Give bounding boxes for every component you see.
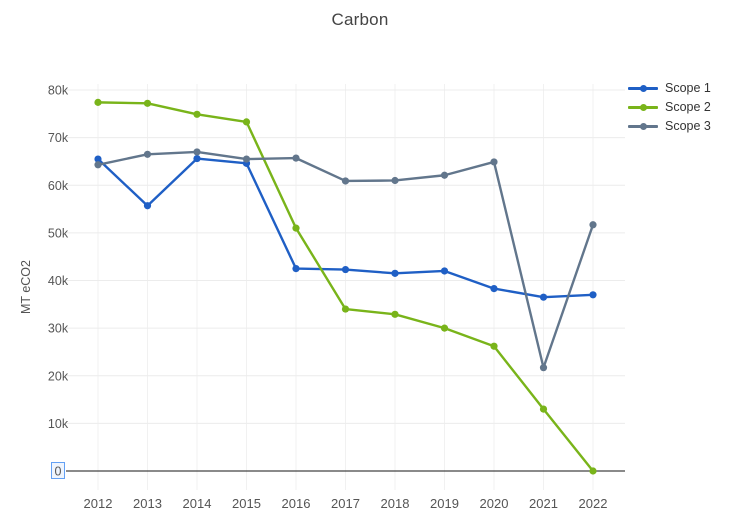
y-tick-label: 0: [55, 465, 62, 479]
data-point-scope-1[interactable]: [391, 269, 399, 277]
legend-item-scope-3[interactable]: Scope 3: [628, 119, 711, 133]
data-point-scope-2[interactable]: [242, 118, 251, 126]
x-tick-label: 2014: [183, 496, 212, 511]
y-tick-label: 80k: [48, 84, 69, 98]
legend-line-marker-icon: [628, 119, 658, 133]
y-tick-label: 30k: [48, 322, 69, 336]
y-tick-label: 50k: [48, 226, 69, 240]
data-point-scope-2[interactable]: [292, 224, 300, 232]
data-point-scope-1[interactable]: [193, 154, 201, 163]
legend-label: Scope 3: [665, 119, 711, 133]
data-point-scope-3[interactable]: [490, 158, 498, 166]
data-point-scope-3[interactable]: [440, 171, 449, 179]
data-point-scope-3[interactable]: [143, 150, 152, 158]
data-point-scope-3[interactable]: [242, 155, 251, 163]
x-tick-label: 2020: [480, 496, 509, 511]
y-tick-label: 20k: [48, 369, 69, 383]
legend-dot: [640, 123, 647, 130]
legend-line-marker-icon: [628, 100, 658, 114]
x-tick-label: 2021: [529, 496, 558, 511]
legend-item-scope-2[interactable]: Scope 2: [628, 100, 711, 114]
legend-label: Scope 1: [665, 81, 711, 95]
y-tick-label: 40k: [48, 274, 69, 288]
x-tick-label: 2019: [430, 496, 459, 511]
data-point-scope-1[interactable]: [94, 155, 102, 163]
data-point-scope-2[interactable]: [490, 342, 498, 350]
legend-label: Scope 2: [665, 100, 711, 114]
data-point-scope-1[interactable]: [539, 293, 548, 301]
data-point-scope-3[interactable]: [539, 364, 548, 372]
data-point-scope-2[interactable]: [391, 310, 399, 318]
data-point-scope-3[interactable]: [292, 154, 300, 162]
data-point-scope-1[interactable]: [440, 267, 449, 275]
data-point-scope-2[interactable]: [193, 110, 201, 118]
data-point-scope-1[interactable]: [341, 265, 350, 274]
x-tick-label: 2018: [381, 496, 410, 511]
x-tick-label: 2012: [84, 496, 113, 511]
data-point-scope-2[interactable]: [143, 99, 152, 107]
ytick-highlight-box: [51, 462, 65, 479]
y-tick-label: 70k: [48, 131, 69, 145]
legend: Scope 1 Scope 2 Scope 3: [628, 81, 711, 133]
data-point-scope-1[interactable]: [589, 291, 597, 299]
data-point-scope-3[interactable]: [94, 161, 102, 169]
y-tick-label: 10k: [48, 417, 69, 431]
data-point-scope-2[interactable]: [539, 405, 548, 413]
legend-dot: [640, 85, 647, 92]
x-tick-label: 2015: [232, 496, 261, 511]
x-tick-label: 2022: [579, 496, 608, 511]
data-point-scope-1[interactable]: [292, 264, 300, 273]
data-point-scope-3[interactable]: [589, 221, 597, 229]
data-point-scope-1[interactable]: [143, 202, 152, 210]
data-point-scope-2[interactable]: [440, 324, 449, 332]
chart-title: Carbon: [331, 10, 389, 29]
data-point-scope-1[interactable]: [490, 284, 498, 293]
data-point-scope-2[interactable]: [94, 98, 102, 106]
y-tick-label: 60k: [48, 179, 69, 193]
legend-line-marker-icon: [628, 81, 658, 95]
data-point-scope-3[interactable]: [193, 148, 201, 156]
x-tick-label: 2016: [282, 496, 311, 511]
data-point-scope-2[interactable]: [589, 467, 597, 475]
x-tick-label: 2013: [133, 496, 162, 511]
data-point-scope-3[interactable]: [391, 176, 399, 185]
data-point-scope-3[interactable]: [341, 177, 350, 185]
x-tick-label: 2017: [331, 496, 360, 511]
data-point-scope-2[interactable]: [341, 305, 350, 313]
legend-item-scope-1[interactable]: Scope 1: [628, 81, 711, 95]
legend-dot: [640, 104, 647, 111]
